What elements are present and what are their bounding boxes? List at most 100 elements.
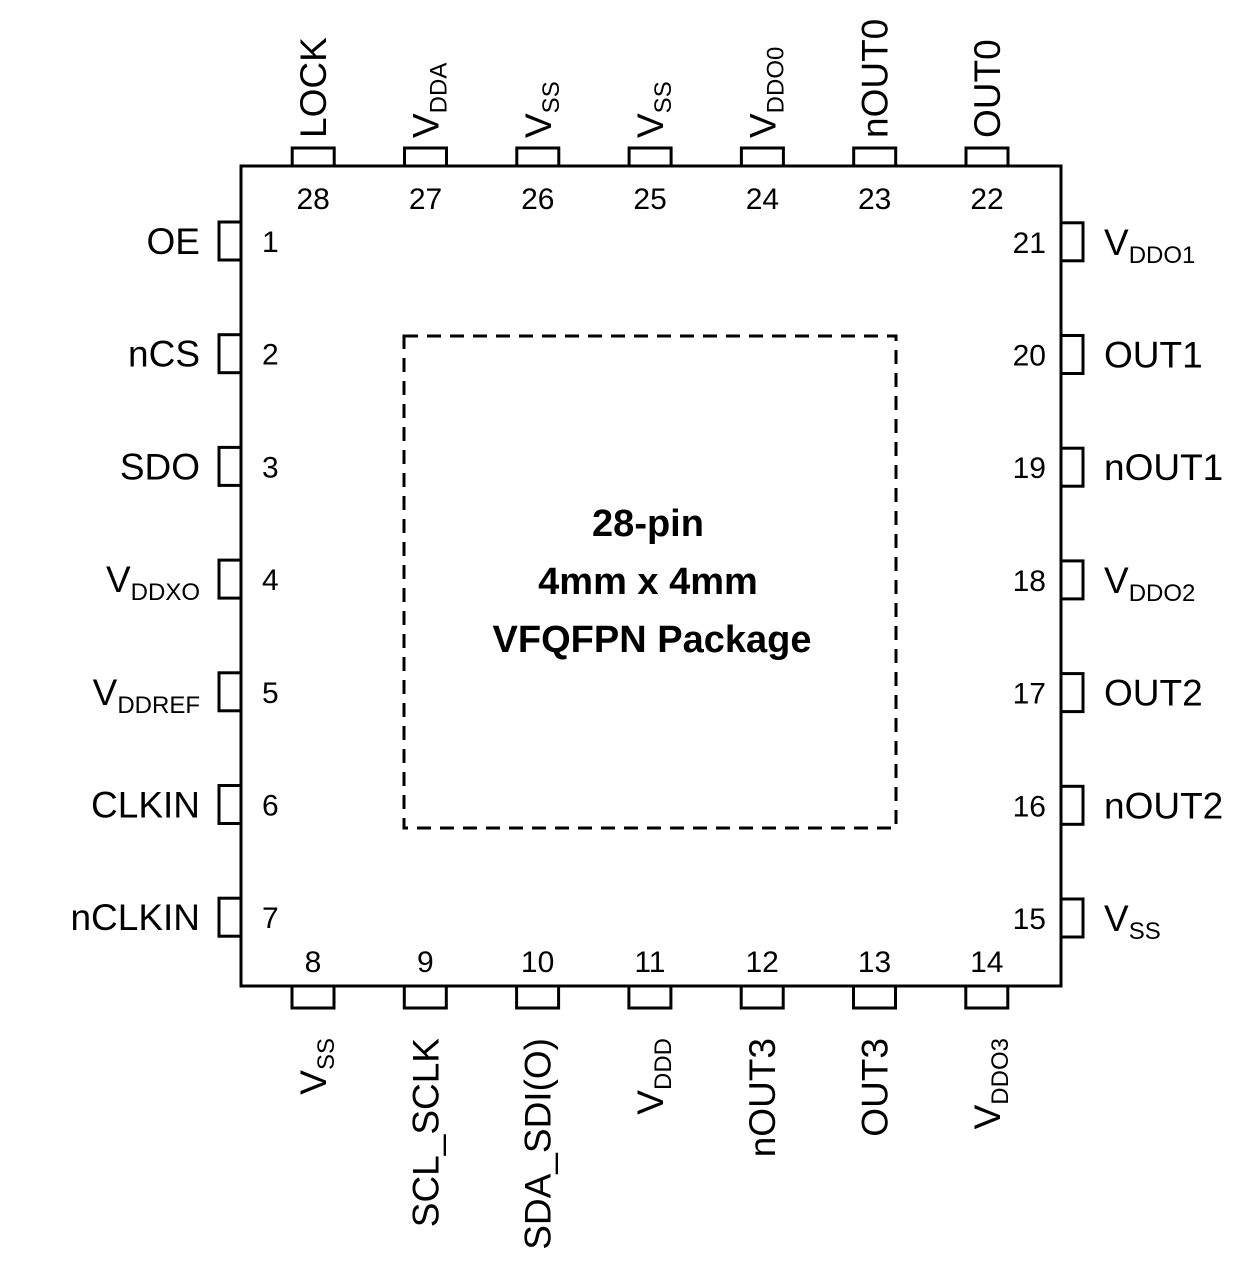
pin-name: V [106,559,131,600]
pin-name: SCL_SCLK [405,1038,446,1228]
pin-pad [217,333,243,375]
pin-number: 25 [633,183,666,216]
pin-pad [627,146,673,168]
pin-number: 20 [1013,340,1046,373]
pin-subscript: DDO2 [1129,580,1196,607]
pin-pad [290,146,336,168]
pin-number: 9 [417,946,434,979]
pin-subscript: SS [650,81,677,113]
pin-number: 26 [521,183,554,216]
pin-number: 12 [746,946,779,979]
pin-number: 10 [521,946,554,979]
pin-label: nOUT0 [855,19,896,138]
pin-pad [1059,221,1085,263]
pin-number: 3 [262,451,279,484]
pin-number: 1 [262,226,279,259]
pin-label: CLKIN [91,785,200,826]
pin-label: VSS [630,81,677,138]
pin-subscript: SS [1129,918,1161,945]
pin-label: VDDO1 [1104,222,1195,269]
pin-label: nOUT1 [1104,447,1223,488]
pin-label: nOUT2 [1104,785,1223,826]
pin-number: 18 [1013,565,1046,598]
pin-label: nOUT3 [742,1038,783,1157]
pin-number: 22 [970,183,1003,216]
pin-label: OUT3 [855,1038,896,1137]
pin-number: 11 [634,946,665,979]
pin-name: OUT3 [855,1038,896,1137]
pin-name: V [630,1090,671,1115]
pin-label: VDDO0 [742,47,789,138]
pin-pad [217,445,243,487]
pin-subscript: SS [538,81,565,113]
pin-name: V [742,113,783,138]
pin-pad [964,984,1010,1010]
pin-name: SDA_SDI(O) [518,1038,559,1250]
pin-pad [739,984,785,1010]
pin-name: V [518,113,559,138]
pin-name: V [630,113,671,138]
pin-name: OUT1 [1104,335,1203,376]
pin-pad [739,146,785,168]
pin-name: LOCK [293,37,334,138]
pin-label: VDDA [406,63,453,138]
pin-name: OE [147,221,200,262]
pin-pad [852,984,897,1010]
pin-label: OE [147,221,200,262]
pin-label: SDA_SDI(O) [518,1038,559,1250]
pin-pad [217,558,243,600]
pin-name: V [1104,898,1129,939]
pin-label: VDDO2 [1104,560,1195,607]
pin-subscript: DDO1 [1129,242,1196,269]
pin-label: OUT1 [1104,335,1203,376]
pin-label: LOCK [293,37,334,138]
pin-pad [402,984,448,1010]
pin-label: nCS [128,334,200,375]
pin-subscript: DDO0 [762,47,789,114]
pin-name: nCLKIN [70,897,200,938]
pin-label: OUT2 [1104,673,1203,714]
package-text: VFQFPN Package [493,619,812,661]
pin-number: 21 [1013,227,1046,260]
exposed-pad [402,334,898,830]
pin-subscript: SS [313,1038,340,1070]
pin-name: V [1104,560,1129,601]
pin-subscript: DDD [650,1038,677,1090]
pin-pad [217,671,243,713]
pin-pad [852,146,898,168]
pin-subscript: DDREF [117,692,200,719]
pin-number: 16 [1013,790,1046,823]
pin-number: 7 [262,902,279,935]
pin-name: nOUT3 [742,1038,783,1157]
pin-pad [1059,672,1085,714]
package-text: 28-pin [592,503,704,545]
pin-label: VSS [518,81,565,138]
pin-label: VSS [1104,898,1161,945]
pin-name: CLKIN [91,785,200,826]
pin-name: nOUT1 [1104,447,1223,488]
pin-name: nOUT2 [1104,785,1223,826]
pin-name: V [1104,222,1129,263]
pin-number: 17 [1013,678,1046,711]
pin-pad [217,896,243,938]
pin-pad [1059,784,1085,826]
pin-label: VDDXO [106,559,200,606]
pin-name: OUT2 [1104,673,1203,714]
pin-pad [403,146,448,168]
pin-label: VSS [293,1038,340,1095]
pin-pad [515,984,561,1010]
pin-pad [217,784,243,825]
pin-label: OUT0 [967,39,1008,138]
pin-pad [964,146,1010,168]
pin-subscript: DDO3 [987,1038,1014,1105]
pin-number: 28 [297,183,330,216]
pin-name: OUT0 [967,39,1008,138]
pin-number: 6 [262,790,279,823]
pin-pad [1059,446,1085,488]
pin-pad [1059,334,1085,375]
pin-number: 2 [262,339,279,372]
pin-number: 4 [262,564,279,597]
pin-number: 24 [746,183,779,216]
pin-number: 15 [1013,903,1046,936]
